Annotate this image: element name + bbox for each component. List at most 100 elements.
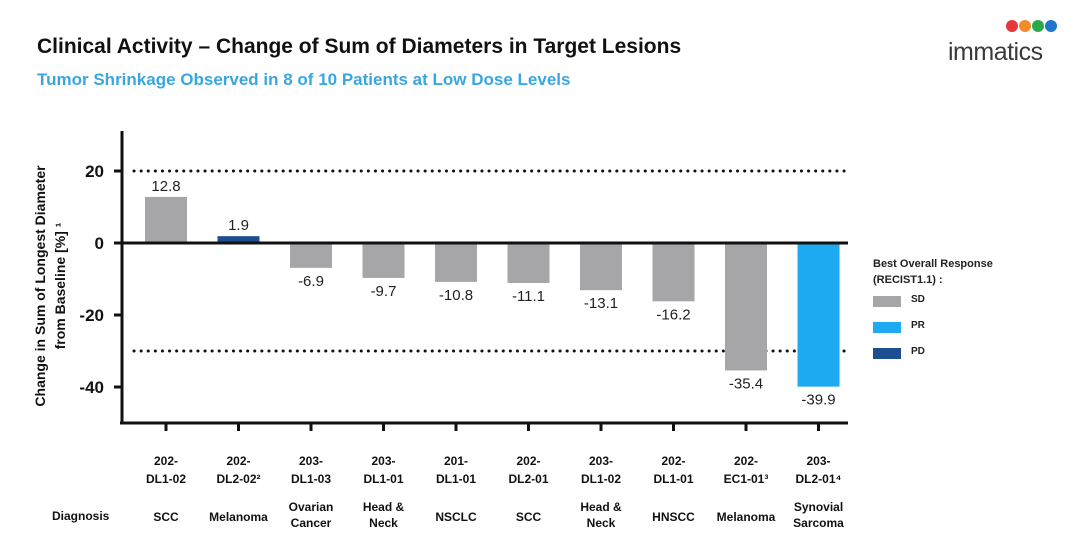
y-tick-label: -40 (79, 378, 104, 397)
category-label-line: 203- (806, 454, 831, 468)
logo-dot-blue (1045, 20, 1057, 32)
company-logo: immatics (948, 18, 1068, 68)
diagnosis-label-line: Head & (580, 500, 622, 514)
logo-dot-red (1006, 20, 1018, 32)
data-label-203-DL2-01: -39.9 (801, 392, 835, 409)
bar-202-DL1-02 (145, 196, 187, 243)
diagnosis-row-label: Diagnosis (52, 509, 110, 523)
category-label-line: DL1-02 (580, 472, 621, 486)
page-subtitle: Tumor Shrinkage Observed in 8 of 10 Pati… (37, 70, 571, 89)
diagnosis-label-line: SCC (153, 510, 179, 524)
legend-label: SD (911, 294, 925, 305)
diagnosis-label-line: Ovarian (288, 500, 334, 514)
logo-dot-green (1032, 20, 1044, 32)
category-label-202-DL1-02: 202- DL1-02 (130, 452, 202, 488)
legend-swatch (873, 322, 901, 333)
category-label-202-DL1-01: 202- DL1-01 (638, 452, 710, 488)
data-label-202-DL2-02: 1.9 (228, 217, 249, 234)
y-axis-label: Change in Sum of Longest Diameter from Ba… (32, 165, 68, 407)
diagnosis-label-line: Neck (586, 516, 616, 530)
data-label-202-DL2-01: -11.1 (512, 288, 545, 305)
category-label-202-DL2-01: 202- DL2-01 (493, 452, 565, 488)
logo-text: immatics (948, 38, 1043, 66)
diagnosis-label-202-DL2-02: Melanoma (203, 509, 275, 525)
legend-label: PR (911, 320, 925, 331)
bar-203-DL2-01 (797, 243, 840, 387)
category-label-line: DL1-02 (145, 472, 186, 486)
category-label-line: 203- (588, 454, 614, 468)
data-label-203-DL1-02: -13.1 (584, 295, 618, 312)
data-label-202-DL1-02: 12.8 (151, 178, 180, 195)
legend: Best Overall Response (RECIST1.1) : SD PR… (873, 256, 1053, 366)
logo-dot-orange (1019, 20, 1031, 32)
diagnosis-label-line: HNSCC (652, 510, 695, 524)
category-label-line: DL2-01 (508, 472, 549, 486)
bar-203-DL1-01 (362, 243, 405, 278)
category-label-line: DL2-02² (216, 472, 261, 486)
diagnosis-label-203-DL1-02: Head & Neck (565, 499, 637, 531)
data-label-203-DL1-03: -6.9 (298, 273, 324, 290)
bar-202-DL2-02 (217, 236, 260, 243)
y-tick-label: 20 (85, 162, 104, 181)
diagnosis-label-line: Sarcoma (793, 516, 844, 530)
data-label-202-DL1-01: -16.2 (656, 306, 690, 323)
diagnosis-label-line: Melanoma (716, 510, 776, 524)
diagnosis-label-201-DL1-01: NSCLC (420, 509, 492, 525)
category-label-203-DL1-02: 203- DL1-02 (565, 452, 637, 488)
y-tick-label: 0 (95, 234, 104, 253)
category-label-line: DL1-01 (363, 472, 404, 486)
bar-202-EC1-01 (725, 243, 767, 371)
category-label-202-DL2-02: 202- DL2-02² (203, 452, 275, 488)
diagnosis-label-line: Head & (362, 500, 405, 514)
bar-202-DL2-01 (507, 243, 550, 283)
bar-202-DL1-01 (652, 243, 695, 302)
legend-item-pr: PR (873, 316, 1053, 340)
category-label-203-DL2-01: 203- DL2-01⁴ (783, 452, 855, 488)
legend-items: SD PR PD (873, 290, 1053, 366)
category-label-line: 202- (661, 454, 686, 468)
category-label-line: DL1-01 (435, 472, 476, 486)
diagnosis-label-line: Cancer (290, 516, 332, 530)
category-label-line: 201- (443, 454, 469, 468)
legend-item-pd: PD (873, 342, 1053, 366)
logo-dots (1006, 20, 1066, 40)
diagnosis-label-line: Neck (369, 516, 398, 530)
category-label-line: EC1-01³ (723, 472, 769, 486)
bar-203-DL1-02 (580, 243, 622, 291)
category-label-line: 203- (371, 454, 396, 468)
y-tick-label: -20 (79, 306, 104, 325)
diagnosis-label-line: NSCLC (435, 510, 477, 524)
category-label-line: DL1-03 (290, 472, 331, 486)
legend-swatch (873, 296, 901, 307)
diagnosis-label-line: Synovial (793, 500, 844, 514)
category-label-202-EC1-01: 202- EC1-01³ (710, 452, 782, 488)
data-label-203-DL1-01: -9.7 (371, 283, 397, 300)
category-label-line: DL1-01 (653, 472, 694, 486)
data-label-202-EC1-01: -35.4 (729, 375, 763, 392)
diagnosis-label-203-DL1-01: Head & Neck (348, 499, 420, 531)
diagnosis-label-202-DL2-01: SCC (493, 509, 565, 525)
category-label-line: 203- (298, 454, 324, 468)
category-label-203-DL1-01: 203- DL1-01 (348, 452, 420, 488)
diagnosis-label-202-EC1-01: Melanoma (710, 509, 782, 525)
legend-title: Best Overall Response (RECIST1.1) : (873, 258, 993, 286)
diagnosis-label-203-DL1-03: Ovarian Cancer (275, 499, 347, 531)
category-label-203-DL1-03: 203- DL1-03 (275, 452, 347, 488)
category-label-line: 202- (153, 454, 179, 468)
legend-item-sd: SD (873, 290, 1053, 314)
diagnosis-label-line: Melanoma (209, 510, 268, 524)
legend-label: PD (911, 346, 925, 357)
page-title: Clinical Activity – Change of Sum of Dia… (37, 35, 682, 58)
category-label-line: 202- (226, 454, 251, 468)
data-label-201-DL1-01: -10.8 (439, 287, 473, 304)
diagnosis-label-202-DL1-02: SCC (130, 509, 202, 525)
bar-203-DL1-03 (290, 243, 332, 268)
bar-201-DL1-01 (435, 243, 477, 282)
diagnosis-label-202-DL1-01: HNSCC (638, 509, 710, 525)
legend-swatch (873, 348, 901, 359)
category-label-201-DL1-01: 201- DL1-01 (420, 452, 492, 488)
diagnosis-label-line: SCC (515, 510, 542, 524)
category-label-line: DL2-01⁴ (795, 472, 842, 486)
category-label-line: 202- (516, 454, 541, 468)
